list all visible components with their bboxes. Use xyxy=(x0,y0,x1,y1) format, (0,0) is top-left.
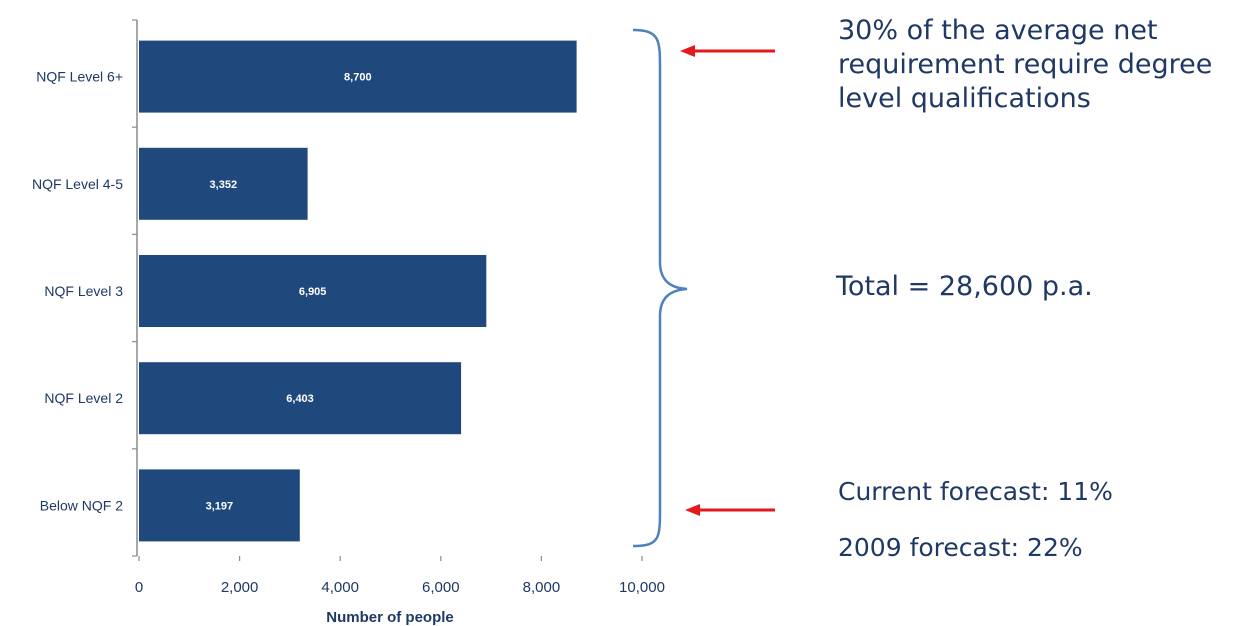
arrow-bottom-icon xyxy=(685,504,775,516)
bar-value-label: 6,905 xyxy=(299,286,327,298)
ticks-layer: NQF Level 6+ NQF Level 4-5 NQF Level 3 NQF … xyxy=(32,69,665,596)
bar-value-label: 3,352 xyxy=(210,179,238,191)
annotation-line-2: requirement require degree xyxy=(838,48,1213,80)
category-label: Below NQF 2 xyxy=(40,497,123,513)
category-label: NQF Level 3 xyxy=(44,283,123,299)
curly-brace xyxy=(632,28,688,548)
category-label: NQF Level 4-5 xyxy=(32,176,123,192)
category-label: NQF Level 2 xyxy=(44,390,123,406)
bar xyxy=(139,147,308,220)
bar xyxy=(139,469,300,542)
x-tick-label: 4,000 xyxy=(321,579,359,596)
annotation-line-3: level qualifications xyxy=(838,82,1091,114)
bar-value-label: 8,700 xyxy=(344,72,372,84)
annotation-line-1: 30% of the average net xyxy=(838,15,1158,46)
x-tick-label: 0 xyxy=(135,579,143,596)
x-tick-label: 8,000 xyxy=(523,579,561,596)
annotation-degree-level: 30% of the average net requirement requi… xyxy=(838,14,1238,115)
bar xyxy=(139,362,462,435)
x-axis-title: Number of people xyxy=(326,609,454,626)
annotation-total: Total = 28,600 p.a. xyxy=(836,271,1093,302)
bars-layer: 8,700 3,352 6,905 6,403 3,197 xyxy=(139,40,577,542)
bar-value-label: 6,403 xyxy=(286,393,314,405)
annotation-2009-forecast: 2009 forecast: 22% xyxy=(838,533,1083,562)
annotation-current-forecast: Current forecast: 11% xyxy=(838,477,1113,506)
x-tick-label: 10,000 xyxy=(619,579,665,596)
x-tick-label: 2,000 xyxy=(221,579,259,596)
bar-value-label: 3,197 xyxy=(206,500,234,512)
bar xyxy=(139,255,487,327)
arrow-top-icon xyxy=(680,45,775,57)
category-label: NQF Level 6+ xyxy=(36,69,123,85)
x-tick-label: 6,000 xyxy=(422,579,460,596)
axes-layer xyxy=(132,19,643,561)
bar xyxy=(139,40,577,113)
